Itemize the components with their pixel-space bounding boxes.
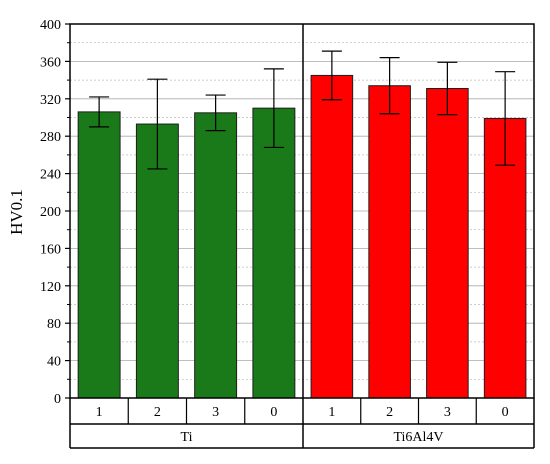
x-category-label: 2 [386,405,393,420]
bar-ti6al4v-3 [426,88,469,399]
x-category-label: 3 [444,405,451,420]
bar-ti6al4v-2 [368,85,411,399]
bar-ti-0 [252,107,296,399]
y-tick-label: 320 [40,93,61,108]
x-category-label: 2 [154,405,161,420]
y-tick-label: 400 [40,18,61,33]
y-tick-label: 40 [47,355,61,370]
error-bar-ti-2 [147,78,168,170]
y-tick-label: 280 [40,130,61,145]
y-tick-label: 240 [40,168,61,183]
x-category-label: 1 [96,405,103,420]
bar-ti-2 [135,123,179,399]
bars [77,74,527,399]
x-category-label: 0 [502,405,509,420]
error-bar-ti-3 [205,94,226,132]
y-tick-label: 160 [40,242,61,257]
error-bar-ti-1 [89,96,110,128]
x-axis-table: 1 2 3 0 Ti 1 2 3 0 Ti6Al4V [69,398,535,449]
x-category-label: 0 [270,405,277,420]
y-tick-label: 360 [40,55,61,70]
x-category-label: 3 [212,405,219,420]
error-bar-ti6al4v-2 [379,57,400,115]
y-tick-label: 200 [40,205,61,220]
error-bar-ti6al4v-0 [495,71,516,166]
error-bar-ti-0 [263,68,284,149]
x-group-label: Ti6Al4V [393,430,443,445]
bar-ti6al4v-1 [310,74,354,399]
bar-ti6al4v-0 [483,117,527,399]
y-axis-title: HV0.1 [7,189,26,235]
error-bars [89,50,516,170]
x-group-label: Ti [181,430,193,445]
bar-ti-1 [77,111,121,399]
y-tick-label: 80 [47,317,61,332]
y-tick-label: 0 [54,392,61,407]
y-tick-label: 120 [40,280,61,295]
error-bar-ti6al4v-3 [437,61,458,116]
bar-ti-3 [194,112,238,399]
y-axis: 0 40 80 120 160 200 240 280 320 360 400 [40,18,70,407]
error-bar-ti6al4v-1 [321,50,342,101]
x-category-label: 1 [328,405,335,420]
